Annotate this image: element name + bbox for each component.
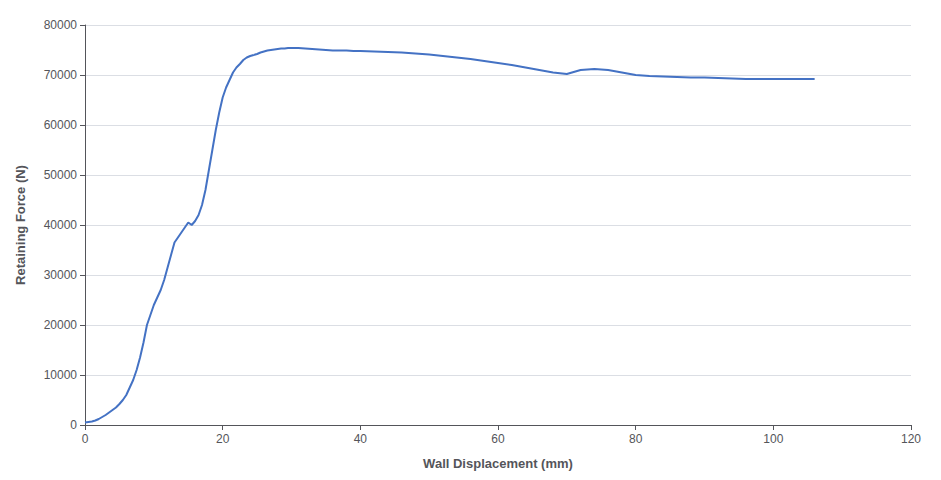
svg-text:10000: 10000 — [44, 368, 78, 382]
svg-text:30000: 30000 — [44, 268, 78, 282]
svg-text:60: 60 — [491, 432, 505, 446]
svg-text:60000: 60000 — [44, 118, 78, 132]
svg-text:Wall Displacement (mm): Wall Displacement (mm) — [423, 456, 573, 471]
svg-text:40000: 40000 — [44, 218, 78, 232]
svg-text:40: 40 — [354, 432, 368, 446]
svg-text:80000: 80000 — [44, 18, 78, 32]
svg-text:50000: 50000 — [44, 168, 78, 182]
svg-text:20000: 20000 — [44, 318, 78, 332]
svg-text:0: 0 — [82, 432, 89, 446]
svg-text:120: 120 — [901, 432, 921, 446]
svg-text:70000: 70000 — [44, 68, 78, 82]
svg-text:20: 20 — [216, 432, 230, 446]
svg-text:100: 100 — [763, 432, 783, 446]
svg-text:Retaining Force (N): Retaining Force (N) — [13, 165, 28, 285]
svg-text:0: 0 — [70, 418, 77, 432]
svg-text:80: 80 — [629, 432, 643, 446]
